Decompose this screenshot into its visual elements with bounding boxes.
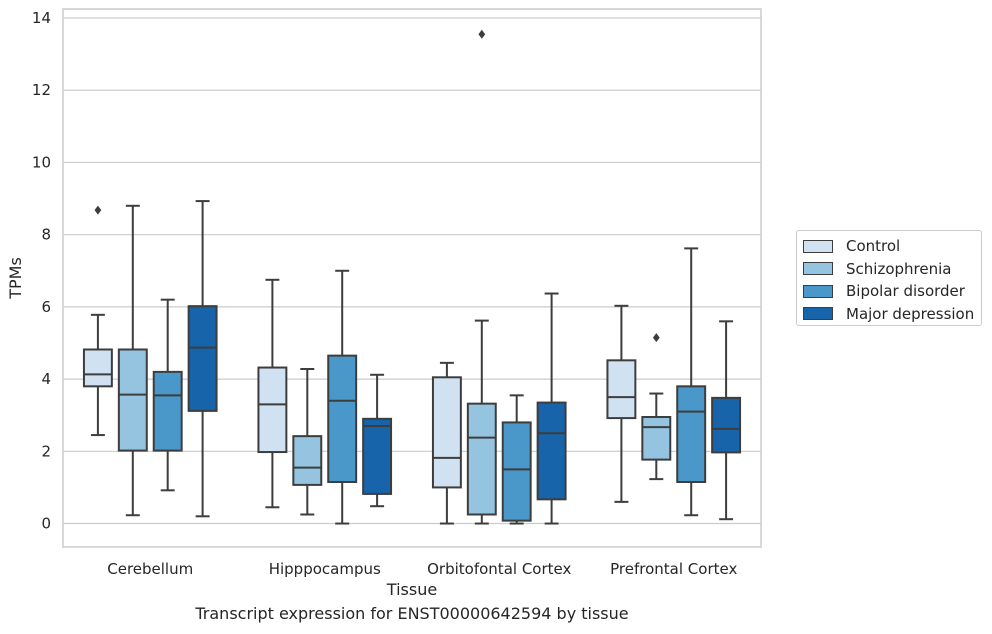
legend-item: Schizophrenia — [803, 258, 981, 281]
legend-swatch — [803, 284, 833, 298]
iqr-box — [362, 417, 393, 495]
box-bipolar-disorder — [152, 298, 183, 492]
legend: Control Schizophrenia Bipolar disorder Majo… — [796, 230, 982, 326]
y-axis-label: TPMs — [6, 257, 25, 300]
y-tick-label: 6 — [41, 298, 51, 316]
iqr-box — [676, 385, 707, 484]
outlier-point — [94, 205, 102, 215]
iqr-box — [257, 366, 288, 454]
outlier-point — [652, 333, 660, 343]
y-tick-label: 2 — [41, 442, 51, 460]
box-control — [606, 304, 637, 503]
box-bipolar-disorder — [676, 247, 707, 517]
box-schizophrenia — [466, 29, 497, 525]
iqr-box — [466, 402, 497, 516]
iqr-box — [606, 359, 637, 420]
box-major-depression — [536, 292, 567, 525]
x-tick-label: Cerebellum — [107, 560, 193, 578]
y-tick-label: 10 — [32, 153, 51, 171]
box-schizophrenia — [641, 333, 672, 481]
legend-swatch — [803, 307, 833, 321]
plot-frame — [62, 8, 762, 548]
iqr-box — [711, 396, 742, 454]
y-tick-label: 4 — [41, 370, 51, 388]
box-control — [82, 205, 113, 437]
iqr-box — [292, 435, 323, 486]
legend-item: Bipolar disorder — [803, 280, 981, 303]
legend-label: Control — [846, 237, 901, 256]
legend-item: Control — [803, 235, 981, 258]
iqr-box — [327, 354, 358, 484]
iqr-box — [117, 348, 148, 452]
box-control — [257, 278, 288, 509]
x-tick-label: Orbitofontal Cortex — [427, 560, 571, 578]
iqr-box — [82, 348, 113, 388]
box-major-depression — [187, 200, 218, 518]
legend-swatch — [803, 262, 833, 276]
box-bipolar-disorder — [327, 269, 358, 525]
iqr-box — [641, 416, 672, 461]
box-schizophrenia — [117, 204, 148, 517]
box-major-depression — [711, 320, 742, 521]
x-tick-label: Prefrontal Cortex — [610, 560, 737, 578]
iqr-box — [187, 305, 218, 412]
x-axis-label: Tissue — [386, 580, 437, 599]
iqr-box — [501, 421, 532, 522]
y-tick-label: 8 — [41, 226, 51, 244]
iqr-box — [431, 376, 462, 489]
iqr-box — [152, 370, 183, 452]
chart-caption: Transcript expression for ENST0000064259… — [195, 604, 629, 623]
x-tick-labels: Cerebellum Hipppocampus Orbitofontal Corte… — [107, 560, 737, 578]
legend-item: Major depression — [803, 303, 981, 326]
y-tick-label: 0 — [41, 515, 51, 533]
box-bipolar-disorder — [501, 394, 532, 525]
box-control — [431, 361, 462, 525]
box-major-depression — [362, 373, 393, 508]
legend-label: Major depression — [846, 304, 975, 323]
y-tick-label: 14 — [32, 9, 51, 27]
iqr-box — [536, 401, 567, 501]
legend-label: Schizophrenia — [846, 259, 952, 278]
box-schizophrenia — [292, 367, 323, 516]
legend-swatch — [803, 239, 833, 253]
y-tick-labels: 0 2 4 6 8 10 12 14 — [32, 9, 51, 533]
legend-label: Bipolar disorder — [846, 282, 965, 301]
y-tick-label: 12 — [32, 81, 51, 99]
box-plot-boxes — [82, 29, 742, 525]
outlier-point — [478, 29, 486, 39]
x-tick-label: Hipppocampus — [269, 560, 381, 578]
